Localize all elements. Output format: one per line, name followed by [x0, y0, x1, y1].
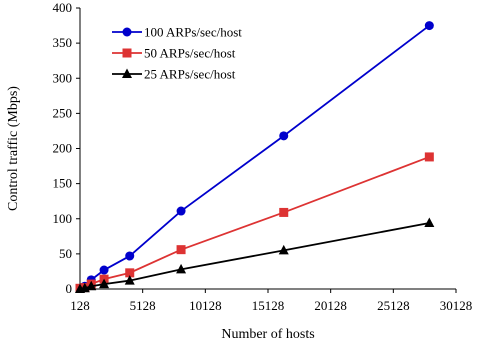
y-tick-label: 300 — [53, 70, 73, 85]
legend-item: 100 ARPs/sec/host — [112, 25, 242, 40]
x-tick-label: 25128 — [377, 298, 410, 313]
x-tick-label: 5128 — [130, 298, 156, 313]
data-point — [176, 245, 186, 255]
y-tick-label: 400 — [53, 0, 73, 15]
y-tick-label: 100 — [53, 211, 73, 226]
y-tick-label: 150 — [53, 176, 73, 191]
data-point — [424, 217, 435, 227]
data-point — [176, 206, 186, 216]
x-tick-label: 128 — [70, 298, 90, 313]
y-tick-label: 0 — [66, 281, 73, 296]
legend-item: 25 ARPs/sec/host — [112, 67, 236, 82]
y-tick-label: 200 — [53, 141, 73, 156]
axes: 0 50 100 150 200 250 300 350 400 128 5128 10128 1512… — [53, 0, 473, 313]
data-point — [125, 268, 135, 278]
legend-marker — [122, 48, 132, 58]
data-point — [124, 275, 135, 285]
legend-item: 50 ARPs/sec/host — [112, 46, 236, 61]
x-tick-label: 20128 — [314, 298, 347, 313]
x-tick-label: 15128 — [252, 298, 285, 313]
data-point — [278, 244, 289, 255]
data-point — [86, 280, 97, 291]
y-tick-label: 250 — [53, 105, 73, 120]
legend: 100 ARPs/sec/host 50 ARPs/sec/host 25 ARPs… — [112, 25, 242, 82]
data-point — [99, 278, 110, 289]
data-point — [125, 251, 135, 261]
legend-label: 25 ARPs/sec/host — [144, 67, 236, 82]
legend-marker — [122, 68, 132, 78]
x-axis-title: Number of hosts — [221, 327, 314, 342]
x-tick-label: 30128 — [440, 298, 473, 313]
series-line — [79, 24, 430, 290]
data-point — [424, 152, 434, 162]
x-tick-label: 10128 — [189, 298, 222, 313]
series-2 — [75, 152, 434, 293]
legend-label: 50 ARPs/sec/host — [144, 46, 236, 61]
legend-marker — [122, 27, 132, 37]
y-axis-title: Control traffic (Mbps) — [6, 86, 21, 211]
data-point — [279, 131, 289, 141]
y-tick-label: 50 — [59, 246, 72, 261]
plot-area — [75, 21, 435, 293]
y-tick-label: 350 — [53, 35, 73, 50]
data-point — [99, 265, 109, 275]
series-3 — [75, 217, 435, 293]
data-point — [279, 207, 289, 217]
legend-label: 100 ARPs/sec/host — [144, 25, 242, 40]
data-point — [424, 21, 434, 31]
series-1 — [75, 21, 434, 293]
data-point — [176, 263, 187, 274]
